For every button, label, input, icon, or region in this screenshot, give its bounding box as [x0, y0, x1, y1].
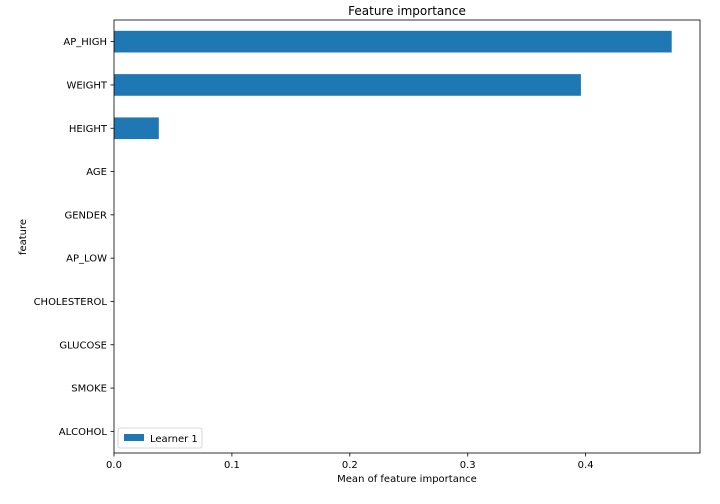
bar-height — [114, 117, 159, 140]
legend-label: Learner 1 — [150, 434, 198, 445]
y-tick-label: AP_HIGH — [63, 37, 107, 48]
y-tick-label: SMOKE — [71, 384, 107, 395]
legend: Learner 1 — [117, 427, 203, 449]
bar-weight — [114, 74, 581, 96]
x-tick-label: 0.3 — [460, 460, 476, 471]
y-axis-title: feature — [18, 219, 29, 255]
x-tick-label: 0.0 — [106, 460, 122, 471]
y-tick-label: HEIGHT — [69, 124, 108, 135]
y-tick-label: CHOLESTEROL — [34, 297, 108, 308]
legend-swatch — [124, 434, 144, 441]
bar-ap-high — [114, 30, 672, 53]
x-tick-label: 0.2 — [342, 460, 358, 471]
y-tick-label: WEIGHT — [66, 80, 107, 91]
x-tick-label: 0.1 — [224, 460, 240, 471]
x-axis-ticks: 0.0 0.1 0.2 0.3 0.4 — [106, 453, 594, 471]
legend-box — [117, 427, 203, 449]
chart-title: Feature importance — [348, 4, 466, 18]
plot-area-frame — [113, 19, 701, 454]
y-tick-label: AGE — [86, 167, 107, 178]
y-axis-ticks: AP_HIGH WEIGHT HEIGHT AGE GENDER AP_LOW CHOLES… — [34, 37, 114, 438]
y-tick-label: ALCOHOL — [59, 427, 108, 438]
y-tick-label: GLUCOSE — [59, 340, 107, 351]
x-tick-label: 0.4 — [578, 460, 594, 471]
y-tick-label: AP_LOW — [66, 254, 107, 265]
y-tick-label: GENDER — [64, 210, 107, 221]
bars-layer — [114, 30, 672, 140]
x-axis-title: Mean of feature importance — [337, 474, 477, 485]
